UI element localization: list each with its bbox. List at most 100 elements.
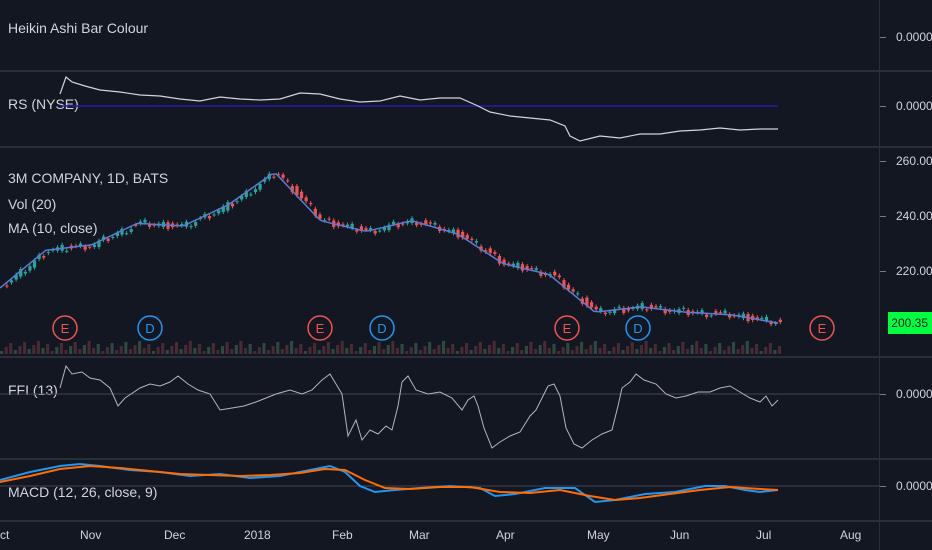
volume-bar — [593, 341, 597, 354]
volume-bar — [225, 342, 229, 354]
x-label-apr: Apr — [496, 528, 515, 542]
heikin-axis-tick — [880, 37, 886, 38]
price-tick-220: 220.00 — [896, 264, 932, 278]
macd-signal-line — [0, 464, 779, 502]
candlestick — [778, 317, 782, 325]
volume-bar — [27, 349, 31, 354]
candlestick — [539, 269, 543, 278]
rs-chart — [59, 75, 778, 142]
pane-divider[interactable] — [0, 356, 932, 358]
candlestick — [129, 227, 133, 235]
volume-bar — [386, 345, 390, 354]
candlestick — [253, 187, 258, 195]
volume-bar — [768, 343, 772, 354]
earnings-marker[interactable]: E — [52, 315, 78, 341]
candlestick — [396, 221, 400, 230]
volume-bar — [147, 344, 151, 354]
volume-bar — [616, 343, 620, 354]
volume-bar — [510, 347, 515, 354]
main-price-pane[interactable]: 3M COMPANY, 1D, BATS Vol (20) MA (10, cl… — [0, 148, 880, 356]
time-axis[interactable]: ct Nov Dec 2018 Feb Mar Apr May Jun Jul … — [0, 522, 880, 550]
earnings-marker[interactable]: E — [307, 315, 333, 341]
candlestick — [626, 306, 630, 313]
last-price-badge: 200.35 — [888, 312, 932, 334]
candlestick — [516, 260, 520, 271]
macd-pane[interactable]: MACD (12, 26, close, 9) — [0, 460, 880, 520]
volume-bar — [745, 341, 749, 354]
rs-line — [59, 75, 778, 142]
pane-divider[interactable] — [0, 146, 932, 148]
volume-bar — [262, 343, 266, 354]
volume-bar — [418, 350, 423, 354]
volume-label: Vol (20) — [8, 196, 57, 212]
earnings-marker[interactable]: E — [554, 315, 580, 341]
volume-bar — [276, 342, 280, 354]
volume-bar — [497, 348, 501, 354]
volume-bar — [589, 345, 593, 354]
volume-bar — [557, 351, 561, 354]
volume-bar — [441, 341, 446, 354]
candlestick — [728, 312, 732, 320]
volume-bar — [133, 345, 137, 354]
volume-bar — [713, 347, 717, 354]
volume-bar — [96, 344, 100, 354]
volume-bar — [607, 351, 611, 354]
volume-bar — [13, 350, 17, 354]
rs-pane[interactable]: RS (NYSE) — [0, 72, 880, 146]
volume-bar — [754, 344, 759, 354]
volume-bar — [598, 348, 602, 354]
volume-bar — [451, 344, 455, 354]
volume-bar — [483, 349, 487, 354]
heikin-pane[interactable]: Heikin Ashi Bar Colour — [0, 0, 880, 70]
time-axis-divider — [0, 520, 932, 522]
dividend-marker[interactable]: D — [137, 315, 163, 341]
volume-bar — [727, 346, 731, 354]
volume-bar — [151, 351, 156, 354]
x-label-aug: Aug — [840, 528, 862, 542]
candlestick — [378, 228, 382, 233]
volume-bar — [211, 343, 215, 354]
candlestick — [263, 176, 267, 184]
x-label-feb: Feb — [332, 528, 353, 542]
candlestick — [502, 257, 506, 267]
volume-bar — [520, 350, 524, 354]
candlestick — [741, 311, 746, 321]
volume-bar — [699, 348, 703, 354]
dividend-marker[interactable]: D — [369, 315, 395, 341]
svg-text:E: E — [563, 321, 572, 336]
candlestick — [594, 304, 598, 312]
candlestick — [327, 216, 331, 222]
volume-bar — [50, 351, 54, 354]
x-label-mar: Mar — [409, 528, 430, 542]
volume-bar — [644, 341, 648, 354]
volume-bar — [662, 347, 667, 354]
volume-bar — [197, 344, 202, 354]
volume-bar — [667, 343, 671, 354]
pane-divider[interactable] — [0, 458, 932, 460]
candlestick — [65, 248, 69, 254]
volume-bar — [561, 347, 565, 354]
candlestick — [148, 221, 152, 229]
svg-text:E: E — [316, 321, 325, 336]
candlestick — [368, 225, 373, 233]
volume-bar — [115, 350, 119, 354]
heikin-axis-value: 0.0000 — [896, 30, 932, 44]
volume-bar — [437, 345, 441, 354]
volume-bar — [676, 346, 680, 354]
volume-bar — [658, 351, 662, 354]
candlestick — [120, 226, 124, 237]
earnings-marker[interactable]: E — [809, 315, 835, 341]
volume-bar — [253, 351, 257, 354]
pane-divider[interactable] — [0, 70, 932, 72]
volume-bar — [649, 348, 653, 354]
volume-bar — [460, 347, 464, 354]
volume-bar — [722, 350, 726, 354]
candlestick — [497, 253, 502, 266]
candlestick — [97, 238, 101, 250]
volume-bar — [575, 346, 579, 354]
volume-bar — [32, 345, 36, 354]
dividend-marker[interactable]: D — [625, 315, 651, 341]
volume-bar — [524, 346, 528, 354]
candlestick — [451, 227, 456, 236]
volume-bar — [165, 350, 169, 354]
